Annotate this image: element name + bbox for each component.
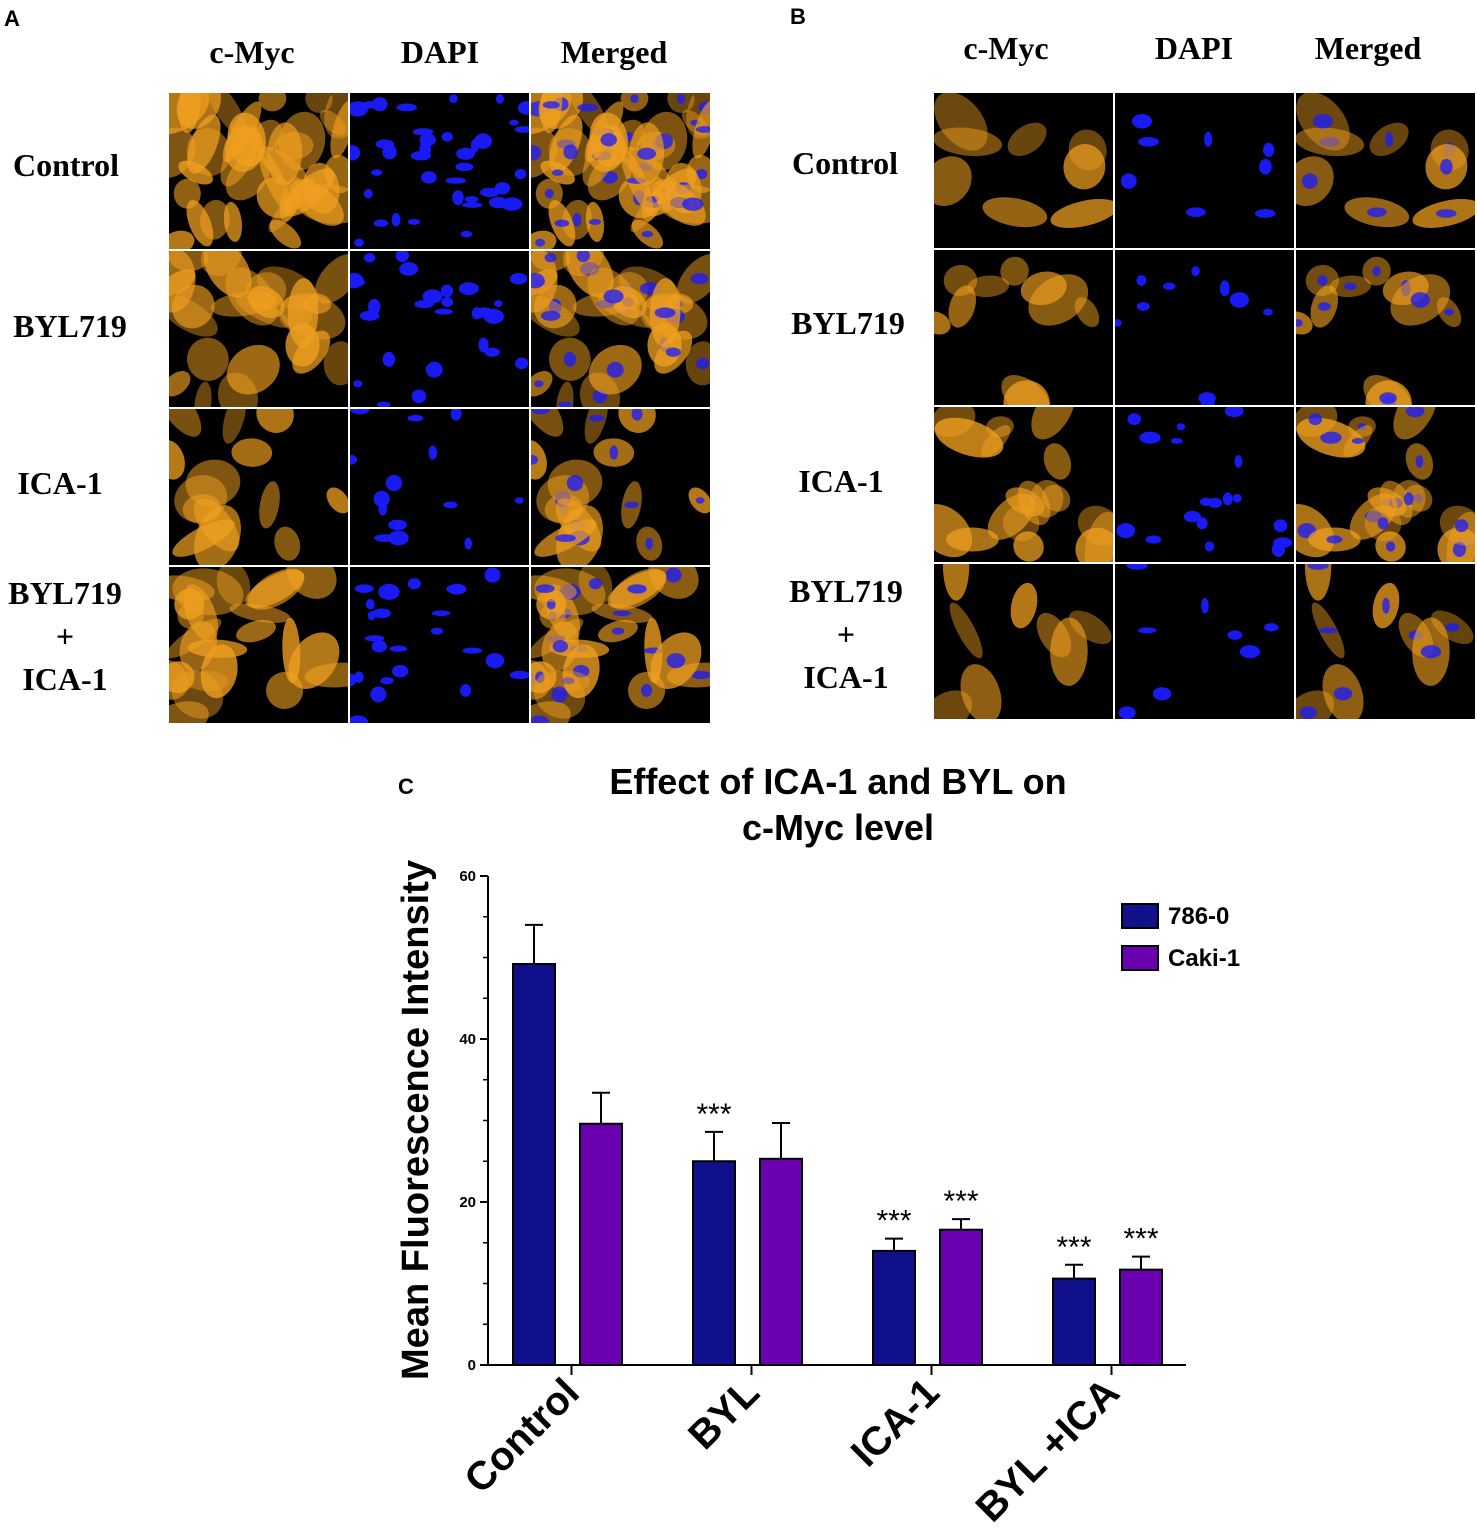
panel-b-col-cmyc: c-Myc (963, 30, 1049, 66)
significance-786-0-ICA-1: *** (876, 1205, 911, 1238)
panel-a-col-dapi: DAPI (400, 34, 480, 70)
chart-title-line2: c-Myc level (742, 807, 934, 848)
panel-a-row-control: Control (12, 147, 120, 183)
panel-a-col-cmyc: c-Myc (209, 34, 295, 70)
panel-b-image-grid (934, 93, 1477, 723)
panel-b-image-combo-dapi (1115, 564, 1294, 719)
panel-b-col-dapi: DAPI (1154, 30, 1234, 66)
panel-a-image-ica1-dapi (350, 409, 529, 565)
panel-a-image-control-merged (531, 93, 710, 249)
chart-title-line1: Effect of ICA-1 and BYL on (609, 761, 1066, 802)
panel-a-image-grid (169, 93, 712, 731)
bar-786-0-Control (512, 963, 556, 1367)
significance-Caki-1-ICA-1: *** (943, 1185, 978, 1218)
panel-b-image-combo-merged (1296, 564, 1475, 719)
panel-b-image-byl719-cmyc (934, 250, 1113, 405)
legend-label-Caki-1: Caki-1 (1168, 945, 1240, 972)
panel-a-letter: A (4, 6, 20, 31)
legend-swatch-Caki-1 (1121, 945, 1159, 971)
panel-a-row-combo-line3: ICA-1 (22, 661, 108, 697)
panel-b-image-byl719-dapi (1115, 250, 1294, 405)
panel-c-letter: C (398, 774, 414, 799)
panel-a-image-byl719-cmyc (169, 251, 348, 407)
panel-a-image-byl719-dapi (350, 251, 529, 407)
panel-a-image-byl719-merged (531, 251, 710, 407)
panel-b-image-ica1-cmyc (934, 407, 1113, 562)
panel-a-image-ica1-cmyc (169, 409, 348, 565)
panel-a-image-ica1-merged (531, 409, 710, 565)
bar-chart: C Effect of ICA-1 and BYL on c-Myc level… (395, 761, 1240, 1531)
bar-Caki-1-Control (579, 1122, 623, 1367)
panel-a-row-ica1: ICA-1 (17, 465, 103, 501)
x-tick-label-Control: Control (456, 1370, 588, 1502)
y-tick-label-0: 0 (468, 1357, 476, 1374)
panel-b-row-combo-line1: BYL719 (789, 573, 903, 609)
panel-b-row-combo: BYL719 + ICA-1 (778, 570, 914, 699)
x-tick-label-ICA-1: ICA-1 (843, 1370, 948, 1475)
legend-swatch-786-0 (1121, 903, 1159, 929)
legend-label-786-0: 786-0 (1168, 903, 1229, 930)
panel-b-image-ica1-merged (1296, 407, 1475, 562)
y-tick-label-60: 60 (459, 868, 476, 885)
panel-a-image-combo-dapi (350, 567, 529, 723)
panel-b-letter: B (790, 4, 806, 29)
bar-Caki-1-BYL (759, 1157, 803, 1366)
panel-a-image-control-dapi (350, 93, 529, 249)
significance-786-0-BYL: *** (696, 1098, 731, 1131)
y-axis-label: Mean Fluorescence Intensity (395, 860, 437, 1380)
panel-b-image-control-dapi (1115, 93, 1294, 248)
panel-b-row-combo-line3: ICA-1 (803, 659, 889, 695)
panel-a-image-combo-merged (531, 567, 710, 723)
panel-a-row-combo: BYL719 + ICA-1 (0, 572, 130, 701)
panel-b-row-byl719: BYL719 (791, 305, 905, 341)
x-tick-label-BYL +ICA: BYL +ICA (968, 1370, 1128, 1530)
panel-a-col-merged: Merged (560, 34, 668, 70)
bar-786-0-ICA-1 (872, 1249, 916, 1366)
panel-b-image-ica1-dapi (1115, 407, 1294, 562)
panel-b-row-combo-line2: + (836, 616, 856, 652)
panel-b-image-combo-cmyc (934, 564, 1113, 719)
panel-a-image-combo-cmyc (169, 567, 348, 723)
bar-786-0-BYL +ICA (1052, 1277, 1096, 1366)
panel-a-row-byl719: BYL719 (13, 308, 127, 344)
panel-b-image-control-cmyc (934, 93, 1113, 248)
panel-a-row-combo-line2: + (55, 618, 75, 654)
bar-786-0-BYL (692, 1160, 736, 1366)
panel-b-row-control: Control (791, 145, 899, 181)
panel-b-row-ica1: ICA-1 (798, 463, 884, 499)
significance-Caki-1-BYL +ICA: *** (1123, 1223, 1158, 1256)
significance-786-0-BYL +ICA: *** (1056, 1231, 1091, 1264)
y-tick-label-40: 40 (459, 1031, 476, 1048)
panel-b-image-byl719-merged (1296, 250, 1475, 405)
x-tick-label-BYL: BYL (680, 1370, 768, 1458)
bar-Caki-1-BYL +ICA (1119, 1268, 1163, 1367)
panel-b-image-control-merged (1296, 93, 1475, 248)
panel-b-col-merged: Merged (1314, 30, 1422, 66)
panel-a-row-combo-line1: BYL719 (8, 575, 122, 611)
bar-Caki-1-ICA-1 (939, 1228, 983, 1366)
y-tick-label-20: 20 (459, 1194, 476, 1211)
panel-a-image-control-cmyc (169, 93, 348, 249)
